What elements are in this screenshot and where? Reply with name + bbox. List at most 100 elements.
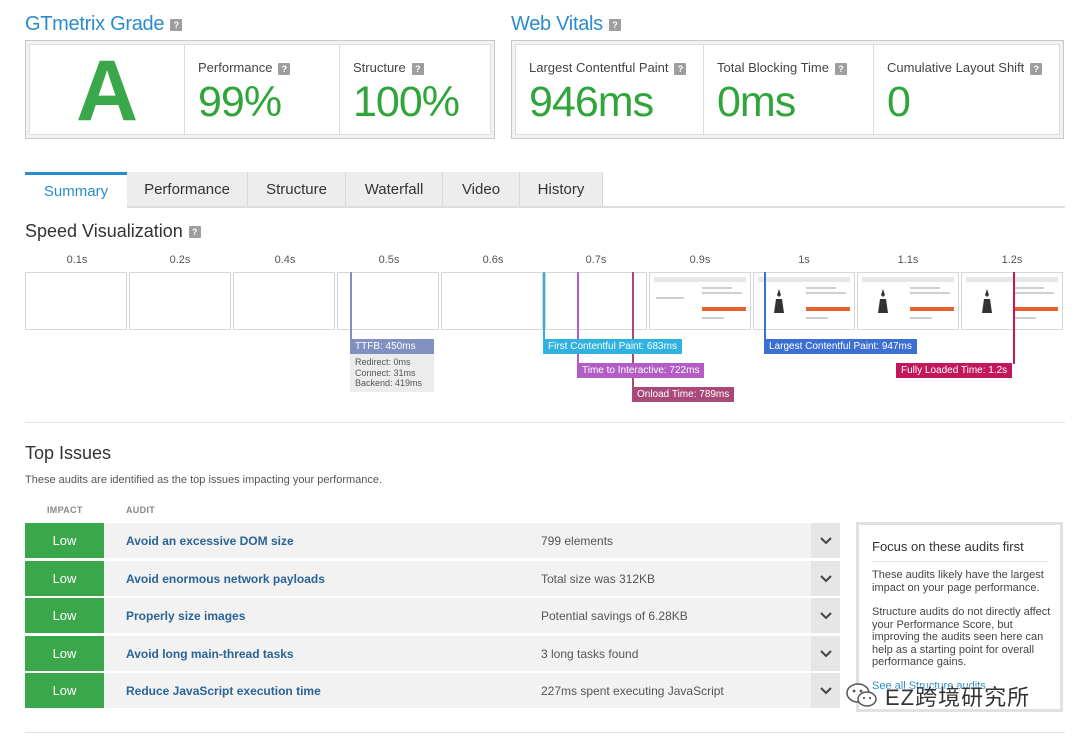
top-issues-intro: These audits are identified as the top i…: [25, 474, 383, 486]
help-icon[interactable]: ?: [170, 18, 183, 31]
audit-name[interactable]: Avoid long main-thread tasks: [126, 647, 294, 661]
audit-result: Potential savings of 6.28KB: [541, 609, 688, 623]
impact-badge: Low: [25, 598, 104, 633]
filmstrip-frame-blank[interactable]: [337, 272, 439, 330]
grade-letter: A: [75, 43, 139, 139]
help-icon[interactable]: ?: [278, 62, 291, 75]
expand-button[interactable]: [811, 523, 840, 558]
filmstrip-frame-blank[interactable]: [233, 272, 335, 330]
help-icon[interactable]: ?: [674, 62, 687, 75]
impact-badge: Low: [25, 636, 104, 671]
chevron-down-icon: [819, 686, 832, 694]
connect-time: Connect: 31ms: [355, 367, 416, 378]
tab-performance[interactable]: Performance: [127, 172, 248, 206]
filmstrip-frame-screenshot[interactable]: [961, 272, 1063, 330]
redirect-time: Redirect: 0ms: [355, 357, 411, 367]
filmstrip-frame-screenshot[interactable]: [857, 272, 959, 330]
audit-name[interactable]: Avoid enormous network payloads: [126, 572, 325, 586]
time-label: 1.2s: [1001, 254, 1023, 266]
help-icon[interactable]: ?: [411, 62, 424, 75]
ttfb-breakdown: Redirect: 0ms Connect: 31ms Backend: 419…: [350, 354, 434, 392]
impact-badge: Low: [25, 523, 104, 558]
speed-visualization-title: Speed Visualization?: [25, 221, 201, 242]
structure-label: Structure: [353, 60, 406, 75]
expand-button[interactable]: [811, 636, 840, 671]
product-image-icon: [774, 289, 784, 313]
audit-row[interactable]: Low Avoid enormous network payloads Tota…: [25, 561, 840, 596]
filmstrip-frame-screenshot[interactable]: [649, 272, 751, 330]
impact-badge: Low: [25, 561, 104, 596]
expand-button[interactable]: [811, 673, 840, 708]
web-vitals-title: Web Vitals?: [511, 13, 621, 36]
grade-panel: A Performance? 99% Structure? 100%: [25, 40, 495, 139]
time-label: 0.4s: [274, 254, 296, 266]
help-icon[interactable]: ?: [835, 62, 847, 75]
lcp-marker: Largest Contentful Paint: 947ms: [764, 339, 917, 354]
wechat-icon: [846, 683, 877, 707]
audit-row[interactable]: Low Avoid long main-thread tasks 3 long …: [25, 636, 840, 671]
tbt-metric: Total Blocking Time? 0ms: [704, 45, 874, 134]
audit-row[interactable]: Low Properly size images Potential savin…: [25, 598, 840, 633]
expand-button[interactable]: [811, 598, 840, 633]
see-all-structure-audits-link[interactable]: See all Structure audits: [872, 680, 986, 692]
performance-label: Performance: [198, 60, 273, 75]
gtmetrix-grade-title: GTmetrix Grade?: [25, 13, 183, 36]
section-divider: [25, 732, 1065, 733]
time-label: 1s: [798, 254, 810, 266]
time-label: 0.9s: [689, 254, 711, 266]
chevron-down-icon: [819, 536, 832, 544]
lcp-line: [764, 272, 766, 340]
time-label: 0.5s: [378, 254, 400, 266]
expand-button[interactable]: [811, 561, 840, 596]
backend-time: Backend: 419ms: [355, 378, 423, 388]
ttfb-marker: TTFB: 450ms: [350, 339, 434, 354]
fully-loaded-marker: Fully Loaded Time: 1.2s: [896, 363, 1013, 378]
structure-score: Structure? 100%: [340, 45, 490, 134]
cls-label: Cumulative Layout Shift: [887, 60, 1025, 75]
tti-marker: Time to Interactive: 722ms: [577, 363, 705, 378]
tab-history[interactable]: History: [520, 172, 603, 206]
filmstrip-frame-blank[interactable]: [441, 272, 543, 330]
onload-marker: Onload Time: 789ms: [632, 387, 735, 402]
grade-letter-cell: A: [30, 43, 185, 139]
impact-badge: Low: [25, 673, 104, 708]
audit-name[interactable]: Reduce JavaScript execution time: [126, 684, 321, 698]
cls-metric: Cumulative Layout Shift? 0: [874, 45, 1059, 134]
audit-result: 3 long tasks found: [541, 647, 639, 661]
help-icon[interactable]: ?: [608, 18, 621, 31]
focus-text: Structure audits do not directly affect …: [872, 606, 1051, 668]
impact-column-header: IMPACT: [47, 505, 83, 515]
filmstrip-frame-blank[interactable]: [545, 272, 647, 330]
filmstrip-frame-screenshot[interactable]: [753, 272, 855, 330]
chevron-down-icon: [819, 574, 832, 582]
onload-line: [632, 272, 634, 388]
audit-column-header: AUDIT: [126, 505, 155, 515]
tab-video[interactable]: Video: [443, 172, 520, 206]
audit-name[interactable]: Avoid an excessive DOM size: [126, 534, 294, 548]
tab-summary[interactable]: Summary: [25, 172, 127, 208]
tab-structure[interactable]: Structure: [248, 172, 346, 206]
tbt-label: Total Blocking Time: [717, 60, 829, 75]
filmstrip-frame-blank[interactable]: [129, 272, 231, 330]
lcp-value: 946ms: [529, 78, 654, 126]
tab-waterfall[interactable]: Waterfall: [346, 172, 443, 206]
performance-score: Performance? 99%: [185, 45, 340, 134]
product-image-icon: [878, 289, 888, 313]
focus-divider: [872, 561, 1048, 562]
help-icon[interactable]: ?: [188, 226, 201, 239]
fully-loaded-line: [1013, 272, 1015, 364]
audit-row[interactable]: Low Avoid an excessive DOM size 799 elem…: [25, 523, 840, 558]
chevron-down-icon: [819, 611, 832, 619]
product-image-icon: [982, 289, 992, 313]
time-label: 0.2s: [169, 254, 191, 266]
audit-name[interactable]: Properly size images: [126, 609, 246, 623]
audit-row[interactable]: Low Reduce JavaScript execution time 227…: [25, 673, 840, 708]
web-vitals-panel: Largest Contentful Paint? 946ms Total Bl…: [511, 40, 1064, 139]
audit-result: 227ms spent executing JavaScript: [541, 684, 724, 698]
focus-title: Focus on these audits first: [872, 539, 1024, 554]
filmstrip-frame-blank[interactable]: [25, 272, 127, 330]
help-icon[interactable]: ?: [1030, 62, 1043, 75]
tti-line: [577, 272, 579, 364]
audit-result: 799 elements: [541, 534, 614, 548]
watermark: EZ跨境研究所: [845, 674, 1060, 718]
